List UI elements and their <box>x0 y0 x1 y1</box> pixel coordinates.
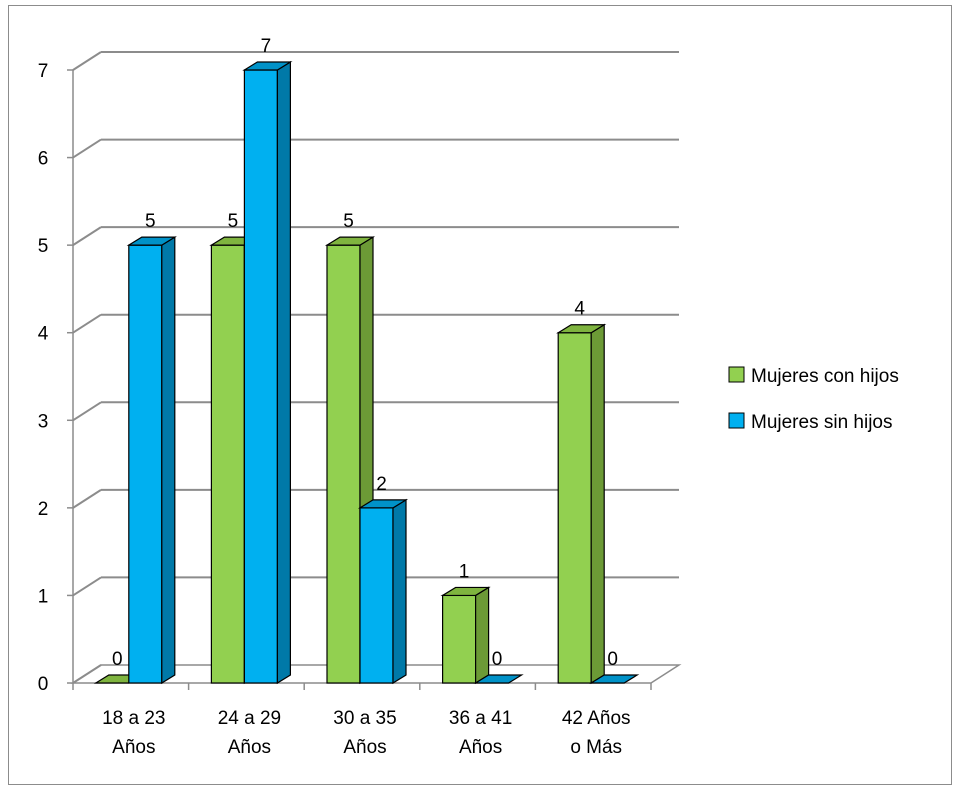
x-tick-label: 24 a 29 <box>218 708 281 729</box>
bar-side <box>392 498 407 685</box>
x-tick-label: Años <box>228 737 271 758</box>
gridline-depth <box>72 576 102 597</box>
y-tick-label: 4 <box>38 324 49 345</box>
x-tick-label: 30 a 35 <box>333 708 396 729</box>
gridline-depth <box>72 489 102 509</box>
x-tick-label: 36 a 41 <box>449 708 512 729</box>
data-label: 5 <box>343 211 354 232</box>
y-tick-label: 7 <box>38 61 49 82</box>
bar-side <box>276 60 291 685</box>
data-label: 5 <box>145 211 156 232</box>
data-label: 0 <box>492 649 503 670</box>
y-tick-label: 5 <box>38 236 49 257</box>
x-tick-label: Años <box>343 737 386 758</box>
data-label: 4 <box>574 299 585 320</box>
y-tick-label: 0 <box>38 674 49 695</box>
legend-swatch <box>728 366 745 383</box>
bar-top <box>589 674 640 684</box>
gridline-depth <box>72 226 102 246</box>
y-tick-label: 2 <box>38 499 49 520</box>
data-label: 2 <box>376 474 387 495</box>
bar-side <box>475 586 490 685</box>
legend-swatch <box>728 412 745 429</box>
y-tick-label: 3 <box>38 411 49 432</box>
y-tick-label: 6 <box>38 149 49 170</box>
data-label: 5 <box>228 211 239 232</box>
bar-top <box>324 236 376 246</box>
bar-front <box>210 244 245 684</box>
x-tick-label: Años <box>459 737 502 758</box>
bar-top <box>357 499 409 509</box>
gridline-depth <box>72 401 102 422</box>
bar-front <box>557 332 592 684</box>
data-label: 7 <box>261 36 272 57</box>
bar-top <box>556 324 607 334</box>
x-tick-label: Años <box>112 737 155 758</box>
x-tick-label: 18 a 23 <box>102 708 165 729</box>
legend-label: Mujeres con hijos <box>751 366 899 387</box>
bar-top <box>473 674 524 684</box>
bar-side <box>161 236 176 685</box>
legend-label: Mujeres sin hijos <box>751 412 893 433</box>
bar-front <box>326 244 361 684</box>
bar-top <box>242 61 293 71</box>
y-tick-label: 1 <box>38 586 49 607</box>
x-tick-label: 42 Años <box>562 708 631 729</box>
bar-side <box>590 323 605 685</box>
bar-front <box>243 69 278 684</box>
data-label: 1 <box>459 561 470 582</box>
bar-front <box>442 594 477 684</box>
bar-front <box>128 244 163 684</box>
data-label: 0 <box>607 649 618 670</box>
bar-front <box>359 507 394 684</box>
bar-top <box>440 586 491 597</box>
bar-top <box>126 236 177 246</box>
gridline-depth <box>72 138 102 159</box>
gridline-depth <box>72 313 102 334</box>
gridline-depth <box>72 51 102 71</box>
data-label: 0 <box>112 649 123 670</box>
x-tick-label: o Más <box>570 737 622 758</box>
